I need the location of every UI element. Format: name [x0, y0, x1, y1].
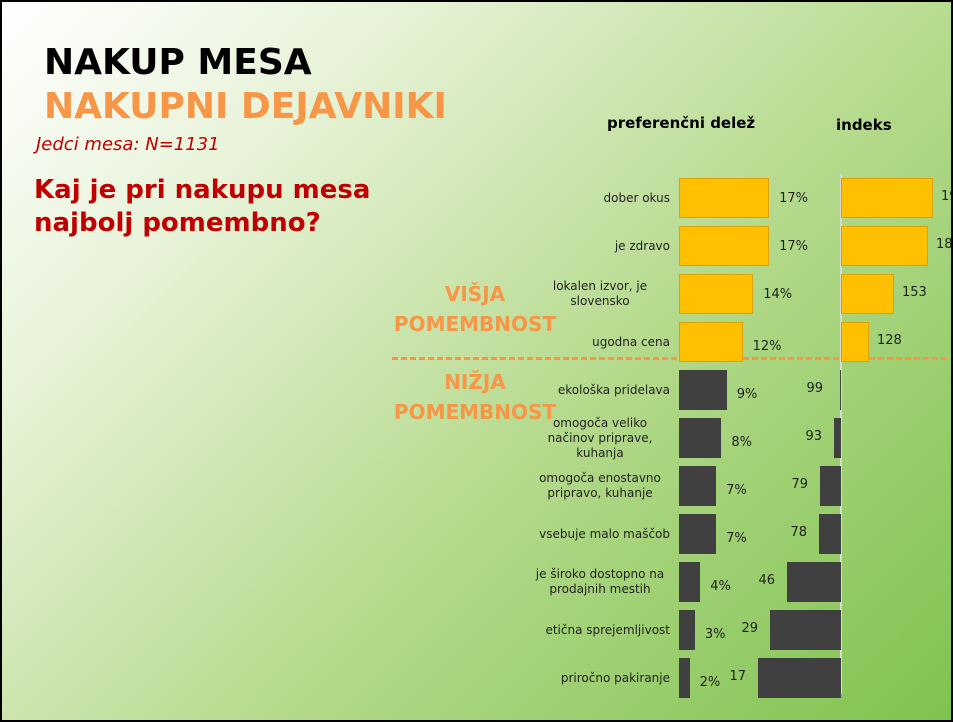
bar — [834, 418, 841, 458]
category-label: omogoča veliko načinov priprave, kuhanja — [500, 416, 670, 460]
bar — [840, 370, 841, 410]
value-label: 12% — [752, 339, 782, 354]
bar — [679, 178, 770, 218]
value-label: 4% — [710, 579, 731, 594]
group-label: NIŽJA POMEMBNOST — [393, 370, 557, 424]
bar — [679, 274, 754, 314]
category-text: dober okus — [603, 190, 671, 205]
value-label: 3% — [704, 627, 726, 642]
category-label: je široko dostopno na prodajnih mestih — [500, 560, 670, 604]
value-label: 17% — [779, 239, 808, 254]
value-label: 93 — [805, 429, 822, 444]
bar — [679, 514, 717, 554]
value-label: 128 — [877, 333, 902, 348]
value-label: 187 — [936, 237, 953, 252]
value-label: 9% — [736, 387, 758, 402]
value-label: 7% — [726, 483, 747, 498]
value-label: 2% — [699, 675, 721, 690]
value-label: 78 — [790, 525, 807, 540]
category-text: ugodna cena — [592, 334, 670, 349]
category-text: omogoča enostavno pripravo, kuhanje — [539, 471, 661, 500]
bar — [787, 562, 841, 602]
question: Kaj je pri nakupu mesa najbolj pomembno? — [34, 175, 371, 238]
bar — [841, 322, 869, 362]
category-label: lokalen izvor, je slovensko — [500, 272, 670, 316]
category-text: je široko dostopno na prodajnih mestih — [535, 567, 665, 596]
category-label: priročno pakiranje — [500, 656, 670, 700]
category-label: etična sprejemljivost — [500, 608, 670, 652]
bar — [679, 610, 695, 650]
value-label: 153 — [902, 285, 927, 300]
category-text: etična sprejemljivost — [545, 622, 670, 637]
category-text: priročno pakiranje — [560, 670, 670, 685]
category-text: ekološka pridelava — [557, 382, 670, 397]
group-label: VIŠJA POMEMBNOST — [393, 282, 557, 336]
value-label: 17% — [779, 191, 808, 206]
bar — [679, 466, 717, 506]
category-label: ugodna cena — [500, 320, 670, 364]
value-label: 14% — [763, 287, 793, 302]
bar — [770, 610, 841, 650]
bar — [679, 658, 690, 698]
category-label: je zdravo — [500, 224, 670, 268]
bar — [758, 658, 841, 698]
value-label: 192 — [941, 189, 951, 204]
category-text: lokalen izvor, je slovensko — [552, 279, 648, 308]
divider — [392, 357, 947, 360]
bar — [679, 370, 727, 410]
category-label: vsebuje malo maščob — [500, 512, 670, 556]
chart-title: preferenčni delež — [607, 114, 756, 132]
value-label: 46 — [758, 573, 775, 588]
value-label: 7% — [726, 531, 747, 546]
value-label: 99 — [806, 381, 823, 396]
category-text: omogoča veliko načinov priprave, kuhanja — [547, 415, 653, 460]
category-label: ekološka pridelava — [500, 368, 670, 412]
value-label: 79 — [791, 477, 808, 492]
bar — [841, 178, 933, 218]
sample: Jedci mesa: N=1131 — [36, 134, 220, 155]
title: NAKUP MESA — [44, 42, 312, 83]
category-label: dober okus — [500, 176, 671, 220]
bar — [679, 322, 743, 362]
reference-line — [840, 174, 842, 694]
value-label: 8% — [731, 435, 753, 450]
bar — [841, 226, 928, 266]
value-label: 29 — [741, 621, 758, 636]
bar — [819, 514, 841, 554]
bar — [841, 274, 894, 314]
category-label: omogoča enostavno pripravo, kuhanje — [500, 464, 670, 508]
bar — [820, 466, 841, 506]
subtitle: NAKUPNI DEJAVNIKI — [44, 86, 447, 127]
chart-title: indeks — [836, 116, 892, 134]
bar — [679, 226, 770, 266]
value-label: 17 — [729, 669, 746, 684]
bar — [679, 562, 701, 602]
bar — [679, 418, 722, 458]
category-text: je zdravo — [614, 238, 670, 253]
category-text: vsebuje malo maščob — [539, 526, 670, 541]
